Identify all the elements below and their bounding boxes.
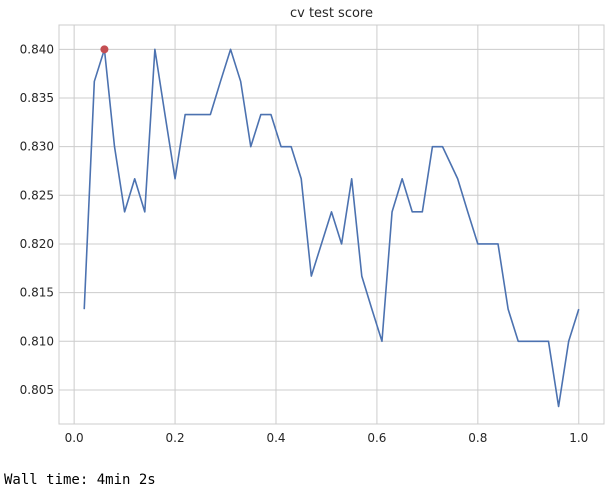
grid-lines	[59, 25, 604, 424]
y-tick-label: 0.825	[20, 188, 54, 202]
x-tick-label: 0.8	[468, 431, 487, 445]
y-tick-label: 0.805	[20, 383, 54, 397]
y-tick-label: 0.840	[20, 42, 54, 56]
best-score-marker	[100, 45, 109, 54]
y-tick-label: 0.835	[20, 91, 54, 105]
plot-frame	[58, 24, 605, 425]
y-axis-ticks: 0.805 0.810 0.815 0.820 0.825 0.830 0.835 0.840	[20, 42, 54, 397]
x-tick-label: 0.4	[266, 431, 285, 445]
x-axis-ticks: 0.0 0.2 0.4 0.6 0.8 1.0	[65, 431, 589, 445]
x-tick-label: 1.0	[569, 431, 588, 445]
y-tick-label: 0.810	[20, 334, 54, 348]
y-tick-label: 0.820	[20, 237, 54, 251]
y-tick-label: 0.830	[20, 140, 54, 154]
x-tick-label: 0.2	[166, 431, 185, 445]
x-tick-label: 0.6	[367, 431, 386, 445]
x-tick-label: 0.0	[65, 431, 84, 445]
y-tick-label: 0.815	[20, 286, 54, 300]
series-line	[83, 48, 580, 408]
cv-score-chart: cv test score 0.8050.8100.8150.8200.8250…	[20, 6, 605, 445]
wall-time-text: Wall time: 4min 2s	[4, 472, 156, 488]
chart-title: cv test score	[290, 6, 373, 21]
